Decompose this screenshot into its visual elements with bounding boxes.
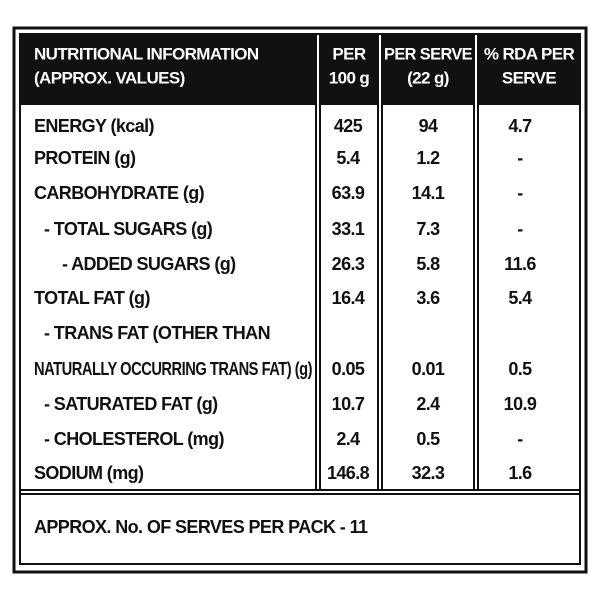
row-value: 10.7: [332, 394, 365, 414]
row-label: - SATURATED FAT (g): [44, 394, 218, 414]
header-cell: [20, 34, 316, 105]
row-value: 63.9: [332, 183, 365, 203]
row-label: SODIUM (mg): [34, 463, 144, 483]
header-cell: [478, 34, 580, 105]
row-value: 7.3: [416, 219, 440, 239]
header-text: (APPROX. VALUES): [34, 68, 185, 87]
header-text: (22 g): [407, 68, 449, 87]
row-label: - TOTAL SUGARS (g): [44, 219, 213, 239]
row-value: -: [517, 219, 523, 239]
header-text: NUTRITIONAL INFORMATION: [34, 44, 259, 63]
row-value: 2.4: [416, 394, 440, 414]
row-value: 11.6: [504, 254, 536, 274]
row-value: 0.05: [332, 359, 365, 379]
row-value: 1.2: [416, 148, 440, 168]
row-value: 3.6: [416, 288, 440, 308]
header-text: PER: [332, 44, 365, 63]
row-value: 5.4: [508, 288, 532, 308]
row-value: 5.8: [416, 254, 440, 274]
row-value: 14.1: [412, 183, 445, 203]
row-value: -: [517, 148, 523, 168]
header-cell: [320, 34, 378, 105]
header-text: % RDA PER: [484, 44, 575, 63]
row-label: - TRANS FAT (OTHER THAN: [44, 323, 270, 343]
header-text: PER SERVE: [384, 44, 472, 63]
row-label: TOTAL FAT (g): [34, 288, 150, 308]
row-value: 0.5: [508, 359, 532, 379]
row-value: 1.6: [508, 463, 532, 483]
header-text: SERVE: [502, 68, 557, 87]
row-label: PROTEIN (g): [34, 148, 136, 168]
row-value: 2.4: [336, 429, 360, 449]
row-value: 146.8: [327, 463, 370, 483]
row-label: - ADDED SUGARS (g): [62, 254, 236, 274]
outer-border: [12, 26, 588, 574]
header-cell: [382, 34, 474, 105]
row-label: - CHOLESTEROL (mg): [44, 429, 224, 449]
row-label: CARBOHYDRATE (g): [34, 183, 205, 203]
row-value: 4.7: [508, 116, 532, 136]
row-value: -: [517, 183, 523, 203]
row-value: 26.3: [332, 254, 365, 274]
header-text: 100 g: [329, 68, 370, 87]
row-value: 33.1: [332, 219, 365, 239]
row-label: ENERGY (kcal): [34, 116, 155, 136]
row-value: 425: [334, 116, 363, 136]
row-value: 0.01: [412, 359, 445, 379]
row-value: 10.9: [504, 394, 537, 414]
row-value: 0.5: [416, 429, 440, 449]
row-value: 16.4: [332, 288, 365, 308]
column-lines: [20, 34, 580, 495]
row-value: 5.4: [336, 148, 360, 168]
footer-text: APPROX. No. OF SERVES PER PACK - 11: [34, 517, 368, 537]
row-value: 32.3: [412, 463, 445, 483]
row-value: 94: [419, 116, 438, 136]
row-label: NATURALLY OCCURRING TRANS FAT) (g): [34, 359, 312, 379]
row-value: -: [517, 429, 523, 449]
